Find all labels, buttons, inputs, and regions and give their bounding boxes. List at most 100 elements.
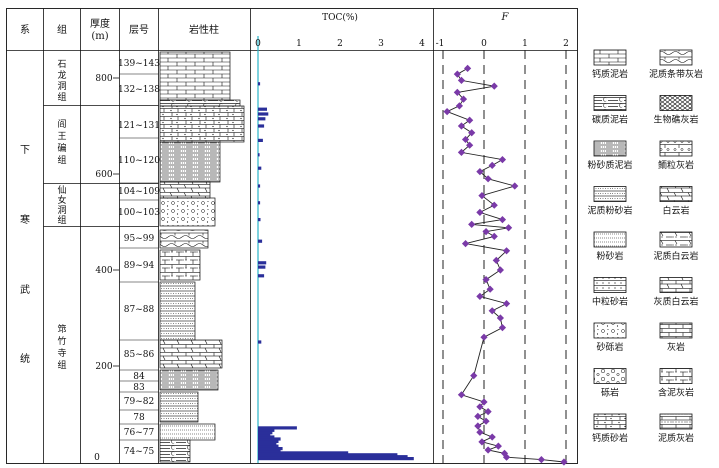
f-point	[466, 116, 474, 124]
layer-76-77: 76~77	[124, 428, 155, 438]
legend-label: 含泥灰岩	[658, 387, 694, 399]
legend-item-dolomite: 白云岩	[659, 186, 693, 217]
toc-bar	[258, 340, 262, 344]
legend-item-sandstone: 中粒砂岩	[592, 277, 628, 308]
group-char: 洞	[57, 205, 66, 216]
f-point	[484, 408, 492, 416]
toc-bar	[258, 201, 261, 205]
legend-swatch	[593, 277, 627, 293]
toc-title: TOC(%)	[322, 12, 358, 23]
legend-label: 钙质泥岩	[592, 68, 628, 80]
legend-label: 鲕粒灰岩	[658, 159, 694, 171]
f-point	[482, 228, 490, 236]
toc-bar	[258, 184, 261, 188]
layer-85-86: 85~86	[124, 350, 155, 360]
group-yanwangbian: 阎 王 碥 组	[57, 119, 66, 166]
legend-item-calc-sand: 钙质砂岩	[592, 413, 628, 444]
group-xiannvdong: 仙 女 洞 组	[57, 184, 66, 226]
litho-marly-limestone	[159, 249, 201, 281]
legend-item-carb-mud: 碳质泥岩	[592, 95, 628, 126]
group-char: 女	[57, 194, 66, 206]
system-char-3: 武	[20, 283, 30, 296]
legend-label: 生物礁灰岩	[653, 114, 698, 126]
toc-bar	[258, 444, 279, 448]
toc-bar	[258, 138, 263, 142]
legend-item-lime-dolo: 灰质白云岩	[653, 277, 699, 308]
f-point	[488, 433, 496, 441]
depth-axis: 800 600 400 200 0	[94, 74, 119, 463]
f-point	[476, 208, 484, 216]
toc-bar	[258, 112, 269, 116]
table-frame	[6, 8, 578, 464]
f-point	[457, 122, 466, 130]
toc-bar	[258, 453, 398, 457]
f-point	[443, 108, 451, 116]
group-char: 碥	[57, 142, 66, 154]
system-char-2: 寒	[20, 213, 30, 226]
group-char: 洞	[57, 81, 66, 92]
legend-item-calc-mud: 钙质泥岩	[592, 49, 628, 80]
toc-bar	[258, 218, 261, 222]
system-char-4: 统	[20, 352, 30, 365]
litho-muddy-silt-lower	[159, 391, 199, 423]
legend-label: 泥质粉砂岩	[587, 205, 632, 217]
f-point	[476, 292, 484, 300]
legend-item-reef: 生物礁灰岩	[653, 95, 699, 126]
group-char: 仙	[57, 184, 66, 196]
group-char: 组	[57, 154, 66, 166]
f-point	[455, 102, 463, 110]
group-char: 龙	[57, 69, 66, 81]
header-lithology: 岩性柱	[189, 23, 219, 36]
toc-tick-label: 3	[378, 39, 384, 49]
legend-label: 灰质白云岩	[653, 296, 698, 308]
f-point	[466, 141, 474, 149]
group-qiongzhusi: 筇 竹 寺 组	[57, 323, 66, 371]
group-shilongdong: 石 龙 洞 组	[57, 60, 66, 103]
legend-swatch	[593, 186, 627, 202]
f-point	[490, 232, 498, 240]
depth-tick-800: 800	[95, 74, 112, 84]
toc-bar	[258, 433, 271, 437]
legend-swatch	[659, 186, 693, 202]
group-char: 竹	[57, 335, 66, 347]
f-tick-label: 1	[522, 39, 528, 49]
litho-carb-mud	[159, 99, 241, 107]
toc-bar	[258, 166, 262, 170]
f-point	[511, 182, 519, 190]
toc-bar	[258, 447, 283, 451]
header-layer: 层号	[129, 24, 149, 36]
group-char: 组	[57, 359, 66, 371]
f-point	[488, 307, 496, 315]
legend-item-oolite: 鲕粒灰岩	[658, 140, 694, 171]
f-tick-label: 0	[481, 39, 487, 49]
f-point	[498, 324, 507, 332]
layer-110-120: 110~120	[118, 156, 160, 166]
f-point	[502, 247, 511, 255]
f-point	[500, 449, 509, 457]
legend-label: 中粒砂岩	[592, 296, 628, 308]
f-point	[482, 276, 490, 284]
f-point	[496, 266, 504, 274]
toc-bar	[258, 117, 266, 121]
toc-axis: 0 1 2 3 4	[255, 36, 425, 463]
layer-121-131: 121~131	[118, 121, 160, 131]
toc-bar	[258, 261, 267, 265]
layer-139-143: 139~143	[118, 59, 160, 69]
group-char: 阎	[57, 119, 66, 130]
f-point	[490, 82, 498, 90]
litho-banded-limestone	[159, 229, 209, 249]
f-point	[496, 314, 504, 322]
f-point	[486, 285, 494, 293]
f-point	[480, 333, 488, 341]
legend-item-band-ls: 泥质条带灰岩	[649, 49, 703, 80]
f-point	[490, 201, 498, 209]
legend-label: 粉砂质泥岩	[587, 159, 632, 171]
legend-label: 泥质白云岩	[653, 250, 698, 262]
f-series-line	[445, 68, 565, 463]
toc-bar	[258, 265, 266, 269]
legend-label: 泥质灰岩	[658, 432, 694, 444]
group-char: 寺	[57, 348, 66, 359]
legend-label: 砂砾岩	[596, 341, 623, 353]
legend-swatch	[659, 368, 693, 384]
